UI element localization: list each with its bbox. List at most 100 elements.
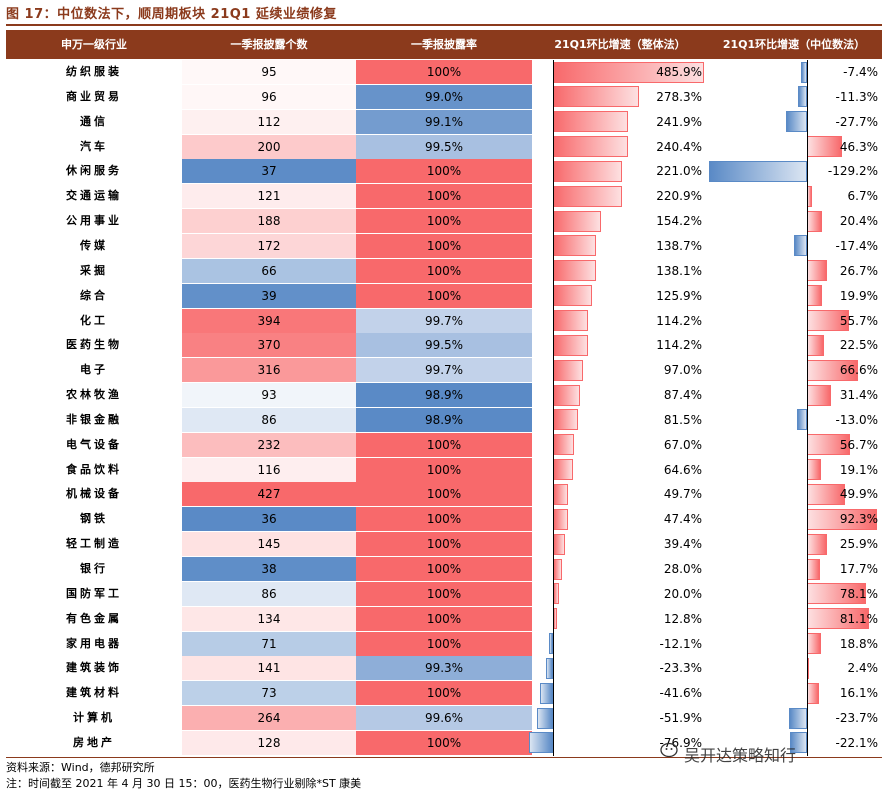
- total-growth-bar: [553, 434, 574, 456]
- disclosure-rate: 99.3%: [356, 656, 532, 681]
- disclosure-count: 370: [182, 333, 356, 358]
- industry-name: 公用事业: [6, 209, 182, 234]
- total-growth-value: 138.1%: [656, 263, 702, 278]
- disclosure-rate: 100%: [356, 557, 532, 581]
- disclosure-rate: 100%: [356, 606, 532, 631]
- disclosure-count: 141: [182, 656, 356, 681]
- median-growth-value: -27.7%: [835, 114, 878, 129]
- median-growth-value: 55.7%: [839, 313, 878, 328]
- industry-name: 通信: [6, 109, 182, 134]
- median-growth-value: 20.4%: [839, 214, 878, 229]
- total-growth-value: -41.6%: [659, 686, 702, 701]
- industry-name: 计算机: [6, 706, 182, 731]
- industry-name: 建筑装饰: [6, 656, 182, 681]
- total-growth-bar: [553, 136, 628, 158]
- industry-name: 电气设备: [6, 432, 182, 457]
- total-growth-value: -12.1%: [659, 636, 702, 651]
- disclosure-count: 232: [182, 432, 356, 457]
- median-growth-value: -13.0%: [835, 412, 878, 427]
- industry-name: 医药生物: [6, 333, 182, 358]
- median-growth-value: 19.9%: [839, 288, 878, 303]
- total-growth-value: 221.0%: [656, 164, 702, 179]
- total-growth-bar: [545, 657, 553, 679]
- industry-name: 休闲服务: [6, 159, 182, 184]
- total-growth-bar: [553, 260, 596, 282]
- disclosure-rate: 100%: [356, 631, 532, 656]
- industry-name: 机械设备: [6, 482, 182, 507]
- header-count: 一季报披露个数: [230, 38, 308, 51]
- disclosure-rate: 99.1%: [356, 109, 532, 134]
- median-growth-value: -23.7%: [835, 711, 878, 726]
- total-growth-value: 87.4%: [663, 388, 702, 403]
- industry-name: 采掘: [6, 258, 182, 283]
- total-growth-bar: [553, 359, 584, 381]
- industry-name: 有色金属: [6, 606, 182, 631]
- total-growth-bar: [553, 558, 562, 580]
- median-growth-value: 92.3%: [839, 512, 878, 527]
- median-growth-value: 17.7%: [839, 562, 878, 576]
- disclosure-rate: 99.6%: [356, 706, 532, 731]
- total-growth-value: 97.0%: [663, 363, 702, 378]
- total-growth-bar: [553, 508, 568, 530]
- total-growth-value: 49.7%: [663, 487, 702, 502]
- industry-name: 轻工制造: [6, 532, 182, 557]
- disclosure-count: 96: [182, 84, 356, 109]
- disclosure-count: 134: [182, 606, 356, 631]
- industry-name: 化工: [6, 308, 182, 333]
- total-growth-value: 12.8%: [663, 611, 702, 626]
- disclosure-count: 39: [182, 283, 356, 308]
- disclosure-rate: 99.5%: [356, 333, 532, 358]
- header-industry: 申万一级行业: [61, 38, 127, 51]
- median-growth-value: 18.8%: [839, 636, 878, 651]
- total-growth-value: 47.4%: [663, 512, 702, 527]
- median-growth-value: -17.4%: [835, 238, 878, 253]
- median-growth-bar: [793, 235, 807, 257]
- disclosure-count: 128: [182, 730, 356, 755]
- disclosure-count: 112: [182, 109, 356, 134]
- total-growth-bar: [553, 235, 597, 257]
- total-growth-bar: [553, 533, 566, 555]
- total-growth-bar: [553, 285, 593, 307]
- total-growth-bar: [553, 459, 574, 481]
- median-growth-bar: [801, 61, 807, 83]
- disclosure-count: 427: [182, 482, 356, 507]
- industry-name: 商业贸易: [6, 84, 182, 109]
- disclosure-rate: 100%: [356, 581, 532, 606]
- disclosure-rate: 99.5%: [356, 134, 532, 159]
- industry-name: 纺织服装: [6, 60, 182, 84]
- median-growth-bar: [789, 707, 807, 729]
- disclosure-count: 116: [182, 457, 356, 482]
- disclosure-count: 188: [182, 209, 356, 234]
- median-growth-axis: [807, 60, 808, 756]
- industry-name: 农林牧渔: [6, 383, 182, 408]
- total-growth-bar: [553, 483, 569, 505]
- median-growth-value: -7.4%: [843, 65, 878, 79]
- industry-name: 汽车: [6, 134, 182, 159]
- disclosure-rate: 100%: [356, 507, 532, 532]
- total-growth-value: 114.2%: [656, 313, 702, 328]
- median-growth-value: 6.7%: [847, 189, 879, 204]
- disclosure-count: 37: [182, 159, 356, 184]
- total-growth-value: 20.0%: [663, 586, 702, 601]
- total-growth-value: 125.9%: [656, 288, 702, 303]
- total-growth-bar: [553, 160, 622, 182]
- total-growth-value: 220.9%: [656, 189, 702, 204]
- median-growth-value: 16.1%: [839, 686, 878, 701]
- median-growth-bar: [785, 111, 807, 133]
- bottom-rule: [6, 757, 882, 758]
- total-growth-value: 241.9%: [656, 114, 702, 129]
- median-growth-value: 31.4%: [839, 388, 878, 403]
- total-growth-value: 138.7%: [656, 238, 702, 253]
- total-growth-value: 81.5%: [663, 412, 702, 427]
- disclosure-count: 38: [182, 557, 356, 581]
- total-growth-bar: [553, 384, 581, 406]
- total-growth-value: 39.4%: [663, 537, 702, 552]
- disclosure-rate: 100%: [356, 233, 532, 258]
- disclosure-rate: 100%: [356, 532, 532, 557]
- total-growth-value: -51.9%: [659, 711, 702, 726]
- disclosure-count: 121: [182, 184, 356, 209]
- industry-name: 电子: [6, 358, 182, 383]
- median-growth-value: 81.1%: [839, 611, 878, 626]
- total-growth-bar: [553, 210, 601, 232]
- median-growth-value: 49.9%: [839, 487, 878, 502]
